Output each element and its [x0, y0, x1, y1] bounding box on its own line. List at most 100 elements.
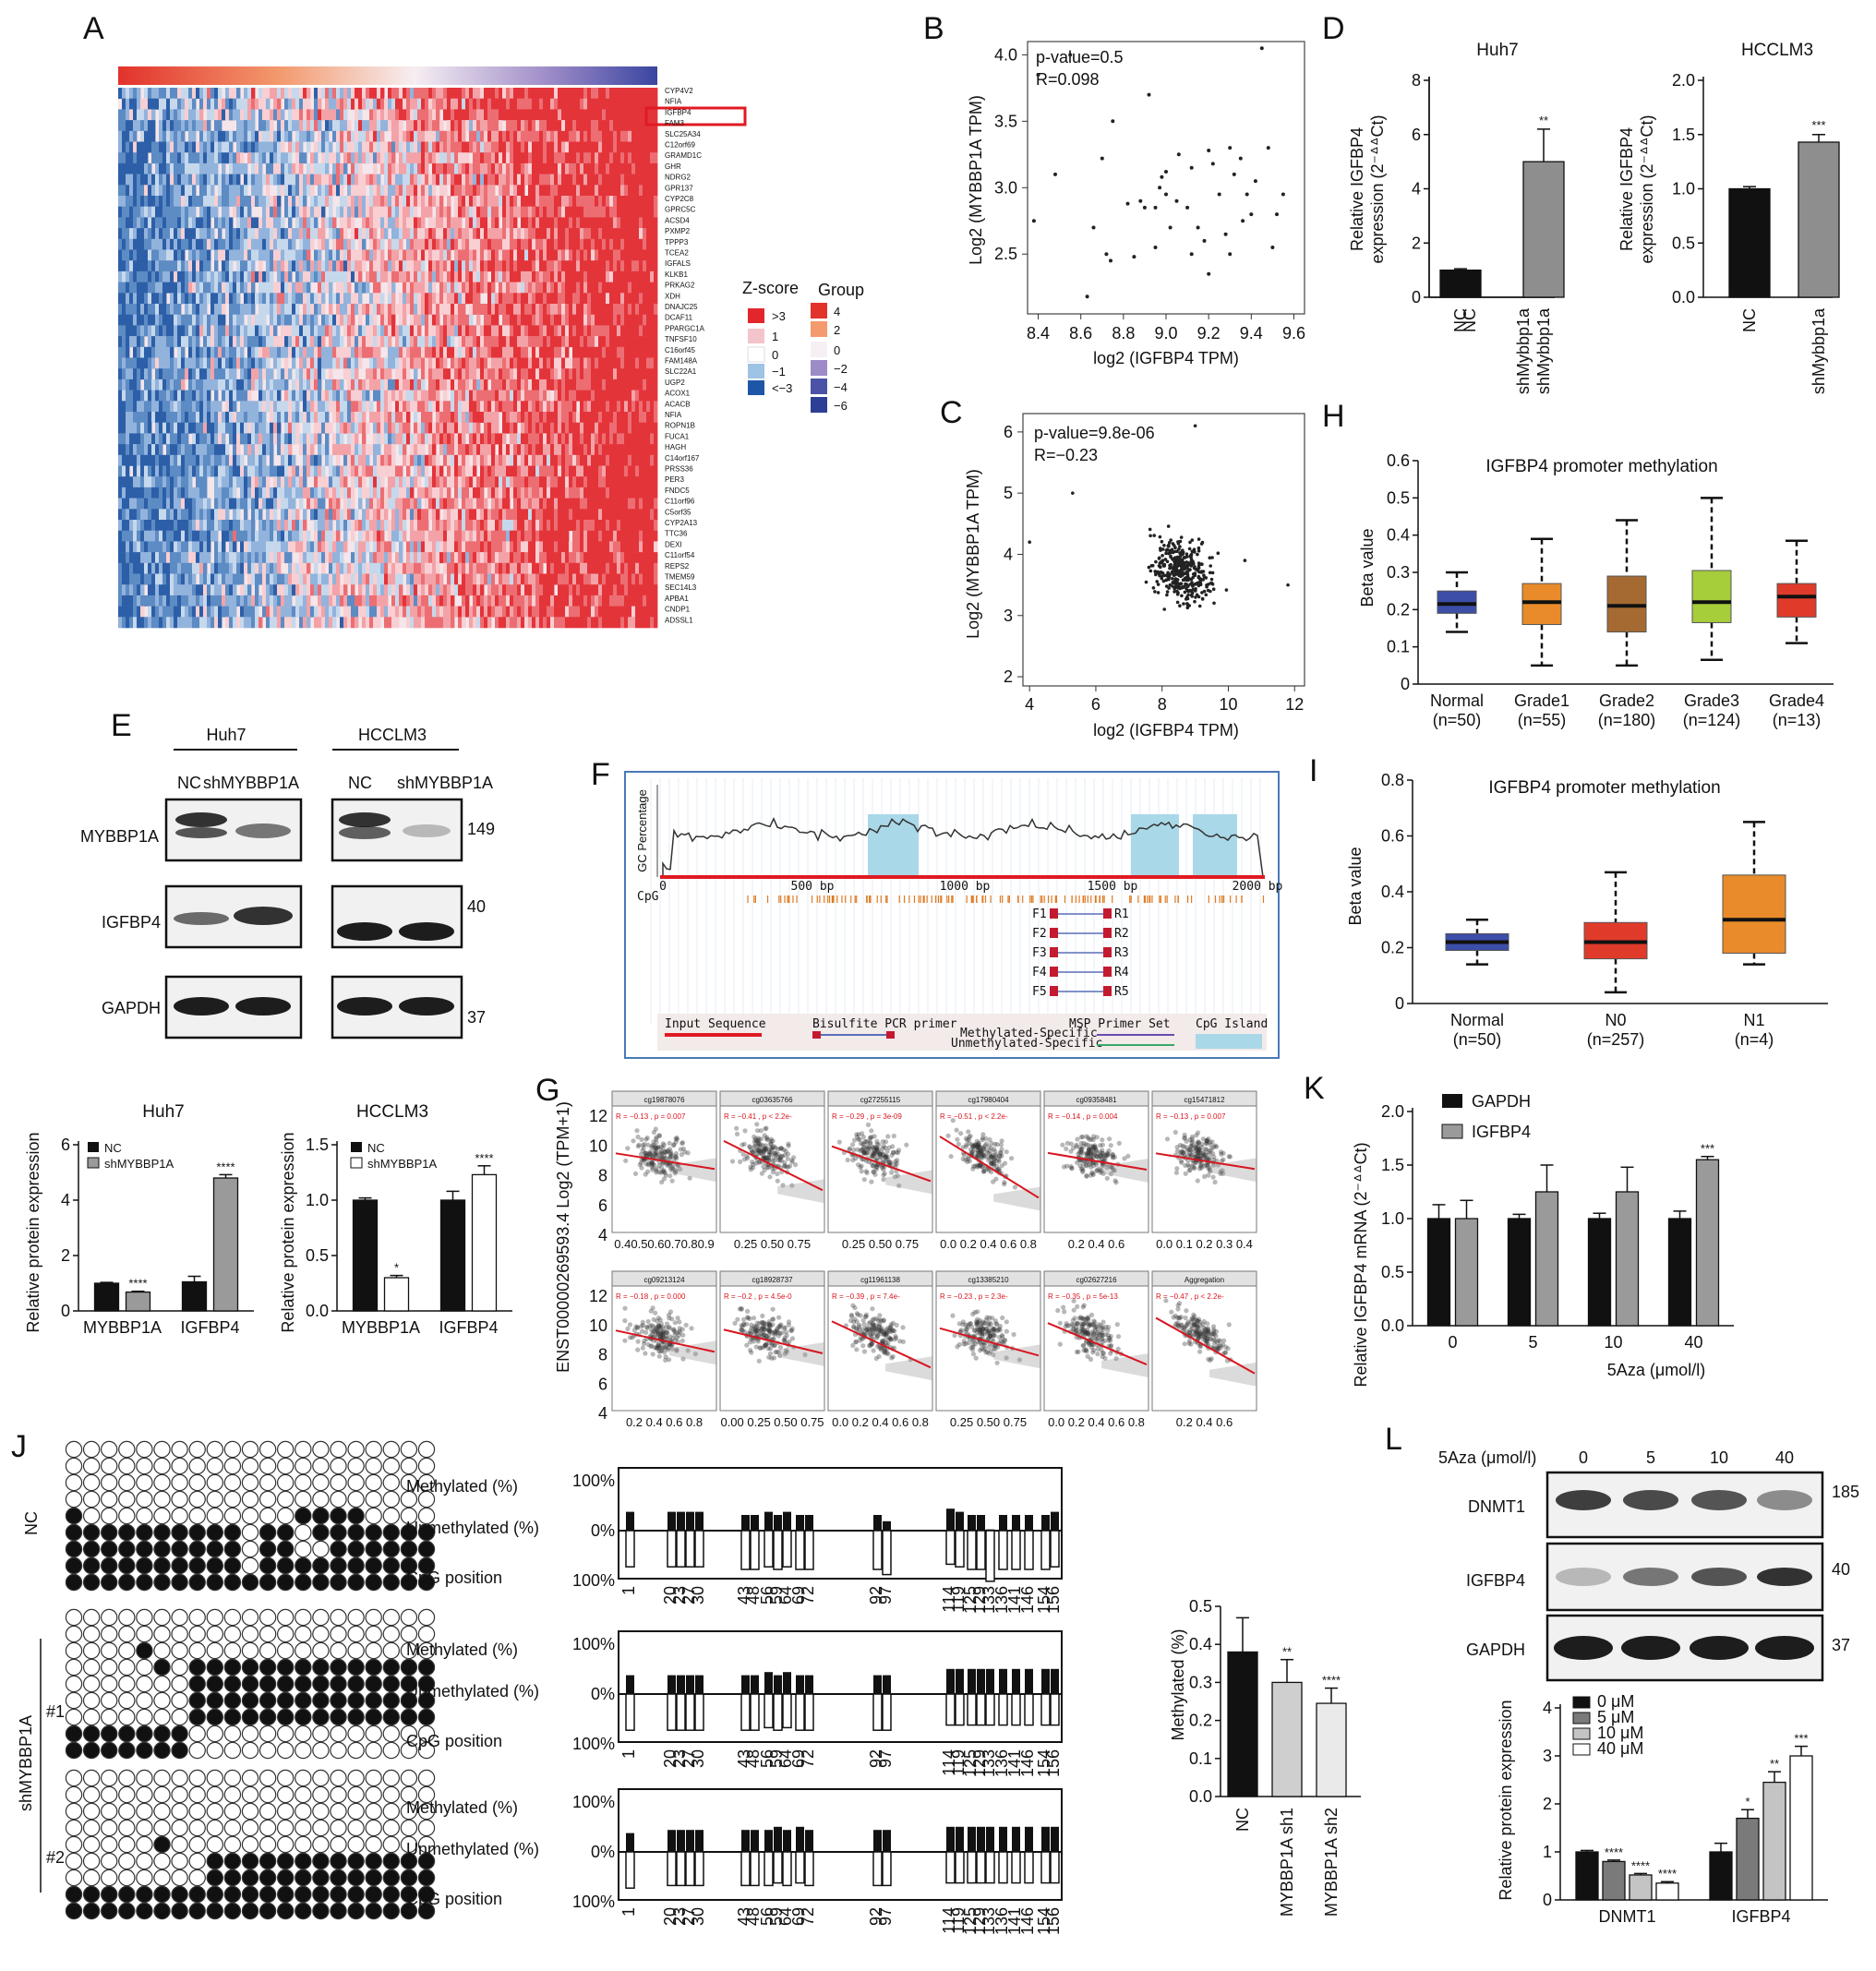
heatmap-cell [628, 162, 632, 174]
heatmap-cell [159, 336, 163, 348]
heatmap-cell [151, 109, 156, 121]
heatmap-cell [210, 98, 215, 110]
heatmap-cell [218, 293, 222, 305]
heatmap-cell [225, 325, 230, 337]
heatmap-cell [273, 109, 278, 121]
heatmap-cell [532, 185, 536, 197]
heatmap-cell [295, 476, 300, 488]
heatmap-cell [654, 270, 658, 282]
heatmap-cell [299, 293, 304, 305]
heatmap-cell [214, 336, 219, 348]
heatmap-cell [598, 238, 603, 250]
heatmap-cell [451, 109, 455, 121]
heatmap-cell [210, 293, 215, 305]
heatmap-cell [628, 304, 632, 315]
heatmap-cell [587, 357, 592, 369]
heatmap-cell [255, 368, 259, 380]
heatmap-cell [558, 412, 562, 423]
heatmap-cell [521, 379, 525, 391]
heatmap-cell [469, 130, 474, 142]
heatmap-cell [270, 401, 274, 413]
heatmap-cell [572, 270, 577, 282]
heatmap-cell [295, 433, 300, 445]
heatmap-cell [543, 98, 547, 110]
heatmap-cell [251, 476, 256, 488]
heatmap-cell [351, 152, 355, 164]
heatmap-cell [151, 401, 156, 413]
heatmap-cell [428, 444, 433, 456]
heatmap-cell [606, 130, 610, 142]
heatmap-cell [602, 401, 607, 413]
heatmap-cell [583, 141, 588, 153]
heatmap-cell [620, 304, 625, 315]
heatmap-cell [454, 304, 459, 315]
heatmap-cell [499, 228, 503, 240]
heatmap-cell [425, 314, 429, 326]
heatmap-cell [295, 260, 300, 272]
heatmap-cell [129, 454, 134, 466]
heatmap-cell [583, 401, 588, 413]
heatmap-cell [491, 304, 496, 315]
heatmap-cell [576, 336, 581, 348]
heatmap-cell [133, 120, 138, 132]
heatmap-cell [524, 260, 529, 272]
heatmap-cell [613, 422, 618, 434]
heatmap-cell [284, 174, 289, 186]
heatmap-cell [602, 336, 607, 348]
heatmap-cell [491, 314, 496, 326]
heatmap-cell [583, 228, 588, 240]
heatmap-cell [458, 314, 463, 326]
heatmap-cell [314, 304, 319, 315]
heatmap-cell [569, 282, 573, 294]
heatmap-cell [639, 162, 643, 174]
heatmap-cell [336, 270, 341, 282]
heatmap-cell [362, 433, 367, 445]
heatmap-cell [617, 88, 621, 99]
heatmap-cell [192, 325, 197, 337]
heatmap-cell [240, 401, 245, 413]
heatmap-cell [148, 88, 152, 99]
heatmap-cell [447, 325, 451, 337]
heatmap-cell [532, 238, 536, 250]
heatmap-cell [262, 228, 267, 240]
heatmap-cell [391, 325, 396, 337]
heatmap-cell [366, 120, 370, 132]
heatmap-cell [170, 304, 174, 315]
heatmap-cell [620, 88, 625, 99]
heatmap-cell [129, 444, 134, 456]
heatmap-cell [185, 206, 189, 218]
heatmap-cell [502, 422, 507, 434]
heatmap-cell [162, 185, 167, 197]
heatmap-cell [395, 465, 400, 477]
heatmap-cell [273, 206, 278, 218]
heatmap-cell [310, 454, 315, 466]
heatmap-cell [284, 357, 289, 369]
heatmap-cell [307, 98, 311, 110]
heatmap-cell [347, 174, 352, 186]
heatmap-cell [558, 401, 562, 413]
heatmap-cell [547, 217, 551, 229]
heatmap-cell [428, 304, 433, 315]
heatmap-cell [543, 368, 547, 380]
heatmap-cell [266, 379, 271, 391]
heatmap-cell [174, 88, 178, 99]
heatmap-cell [321, 336, 326, 348]
heatmap-cell [144, 120, 149, 132]
heatmap-cell [595, 228, 599, 240]
heatmap-cell [133, 325, 138, 337]
heatmap-cell [646, 379, 651, 391]
heatmap-cell [399, 120, 403, 132]
heatmap-cell [259, 454, 263, 466]
heatmap-cell [126, 206, 130, 218]
heatmap-cell [628, 454, 632, 466]
heatmap-cell [292, 412, 296, 423]
heatmap-cell [513, 120, 518, 132]
heatmap-cell [159, 314, 163, 326]
heatmap-cell [432, 249, 437, 261]
heatmap-cell [174, 98, 178, 110]
heatmap-cell [458, 412, 463, 423]
heatmap-cell [321, 390, 326, 402]
heatmap-cell [355, 379, 359, 391]
heatmap-cell [510, 260, 514, 272]
heatmap-cell [185, 454, 189, 466]
